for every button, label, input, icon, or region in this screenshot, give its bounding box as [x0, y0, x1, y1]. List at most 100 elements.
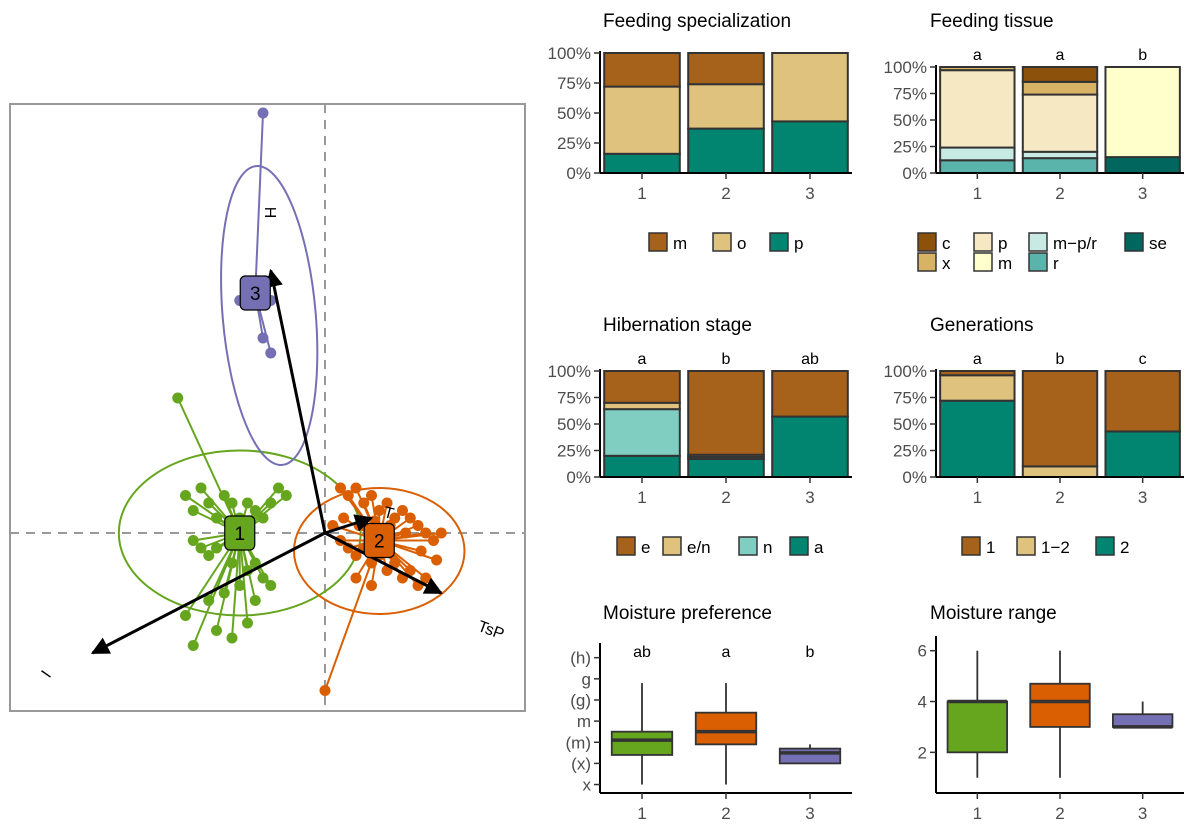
bar-segment: [771, 52, 849, 123]
significance-letter: a: [973, 47, 982, 64]
data-point: [257, 512, 269, 524]
y-tick-label: 75%: [893, 85, 927, 104]
box: [694, 711, 758, 746]
box: [1029, 682, 1091, 728]
x-tick-label: 2: [1055, 804, 1064, 823]
data-point: [249, 595, 261, 606]
y-tick-label: 50%: [557, 104, 591, 123]
legend-swatch: [973, 232, 993, 252]
legend-swatch: [769, 232, 789, 252]
significance-letter: ab: [801, 351, 819, 368]
legend-label: x: [942, 254, 951, 273]
legend-label: 2: [1120, 538, 1129, 557]
data-point: [195, 542, 207, 554]
data-point: [389, 557, 401, 569]
y-tick-label: 25%: [557, 134, 591, 153]
bar-segment: [939, 159, 1016, 174]
significance-letter: b: [1056, 351, 1065, 368]
data-point: [358, 497, 370, 509]
legend-swatch: [738, 536, 758, 556]
data-point: [381, 497, 393, 509]
y-tick-label: 100%: [884, 58, 927, 77]
y-tick-label: 25%: [893, 442, 927, 461]
data-point: [431, 554, 443, 566]
data-point: [203, 550, 215, 561]
x-tick-label: 1: [637, 184, 646, 203]
bar-segment: [1104, 66, 1181, 159]
data-point: [257, 332, 269, 344]
x-tick-label: 3: [805, 184, 814, 203]
loading-vector: [324, 514, 374, 535]
data-point: [404, 512, 416, 524]
x-tick-label: 2: [721, 804, 730, 823]
y-tick-label: 0%: [902, 468, 927, 487]
data-point: [249, 557, 261, 569]
x-tick-label: 3: [1138, 804, 1147, 823]
moisture-preference-chart: ab a bx(x)(m)m(g)g(h)1 2 3: [566, 643, 852, 823]
ordination-marks: H T TsP I 1 2 3: [39, 107, 506, 696]
legend-swatch: [961, 536, 981, 556]
bar-segment: [1021, 93, 1099, 153]
data-point: [234, 580, 246, 591]
data-point: [257, 572, 269, 584]
box: [778, 747, 842, 765]
bar-segment: [687, 127, 765, 175]
legend-label: 1: [986, 538, 995, 557]
y-tick-label: m: [577, 712, 591, 731]
significance-letter: b: [1138, 47, 1147, 64]
legend-label: o: [737, 234, 746, 253]
panel-title: Feeding tissue: [930, 11, 1054, 32]
feeding-specialization-chart: 0% 25% 50% 75% 100% 1 2 3 m o p: [548, 44, 852, 253]
bar-segment: [939, 370, 1016, 377]
data-point: [280, 490, 292, 501]
legend-label: r: [1053, 254, 1059, 273]
y-tick-label: 100%: [884, 362, 927, 381]
data-point: [404, 565, 416, 576]
y-tick-label: 75%: [557, 389, 591, 408]
x-tick-label: 3: [805, 804, 814, 823]
bar-segment: [687, 83, 765, 130]
y-tick-label: 0%: [566, 468, 591, 487]
legend-label: 1−2: [1041, 538, 1070, 557]
data-point: [226, 497, 238, 509]
data-point: [350, 482, 362, 494]
centroid-label-box: [224, 515, 256, 551]
legend-swatch: [917, 232, 937, 252]
data-point: [366, 557, 377, 569]
significance-letter: a: [638, 351, 647, 368]
bar-segment: [687, 457, 765, 479]
x-tick-label: 3: [1138, 488, 1147, 507]
panel-title: Generations: [930, 315, 1034, 336]
data-point: [400, 527, 412, 539]
y-tick-label: g: [582, 670, 591, 689]
vector-label: I: [39, 668, 55, 681]
data-point: [335, 482, 346, 494]
centroid-label-box: [363, 522, 395, 559]
legend-label: n: [763, 538, 772, 557]
bar-segment: [687, 52, 765, 86]
centroid-label-box: [239, 275, 271, 311]
bar-segment: [939, 374, 1016, 402]
data-point: [218, 490, 230, 501]
generations-chart: a b c 0% 25% 50% 75% 100% 1 2 3 1 1−2 2: [884, 351, 1184, 557]
ordination-panel: H T TsP I 1 2 3: [9, 103, 526, 712]
loading-vector: [265, 268, 327, 534]
data-point: [187, 535, 199, 546]
y-tick-label: 4: [918, 693, 927, 712]
panel-title: Feeding specialization: [603, 11, 791, 32]
y-tick-label: (m): [566, 733, 591, 752]
bar-segment: [603, 52, 681, 88]
data-point: [195, 482, 207, 494]
bar-segment: [687, 370, 765, 456]
data-point: [257, 107, 269, 119]
x-tick-label: 1: [637, 804, 646, 823]
vector-label: T: [382, 504, 396, 523]
x-tick-label: 3: [805, 488, 814, 507]
significance-letter: a: [1056, 47, 1065, 64]
data-point: [415, 545, 427, 557]
legend-swatch: [712, 232, 732, 252]
legend-swatch: [1016, 536, 1036, 556]
x-tick-label: 1: [973, 804, 982, 823]
data-point: [211, 512, 222, 524]
x-tick-label: 1: [637, 488, 646, 507]
